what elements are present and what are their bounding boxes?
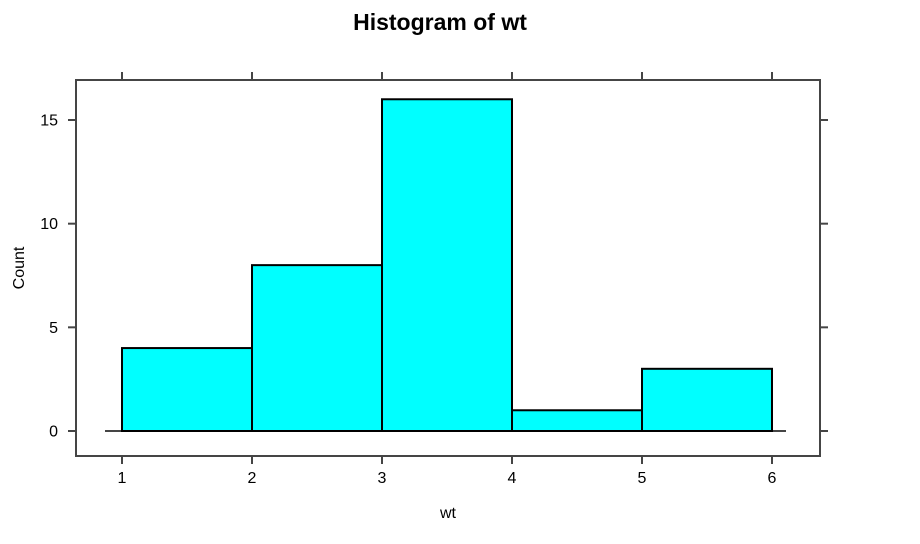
y-tick-label: 5 (49, 320, 58, 337)
histogram-bar (381, 98, 513, 432)
histogram-bar (641, 367, 773, 432)
x-tick-label: 5 (638, 470, 647, 487)
x-tick-label: 6 (768, 470, 777, 487)
x-tick-label: 2 (248, 470, 257, 487)
y-tick-label: 15 (40, 113, 58, 130)
y-tick-label: 10 (40, 216, 58, 233)
y-tick-label: 0 (49, 424, 58, 441)
x-tick-label: 1 (118, 470, 127, 487)
x-tick-label: 3 (378, 470, 387, 487)
histogram-bar (511, 409, 643, 432)
x-axis-label: wt (440, 505, 456, 522)
histogram-bar (121, 347, 253, 432)
chart-title: Histogram of wt (353, 9, 527, 35)
histogram-bar (251, 264, 383, 432)
x-tick-label: 4 (508, 470, 517, 487)
plot-box (75, 79, 821, 457)
